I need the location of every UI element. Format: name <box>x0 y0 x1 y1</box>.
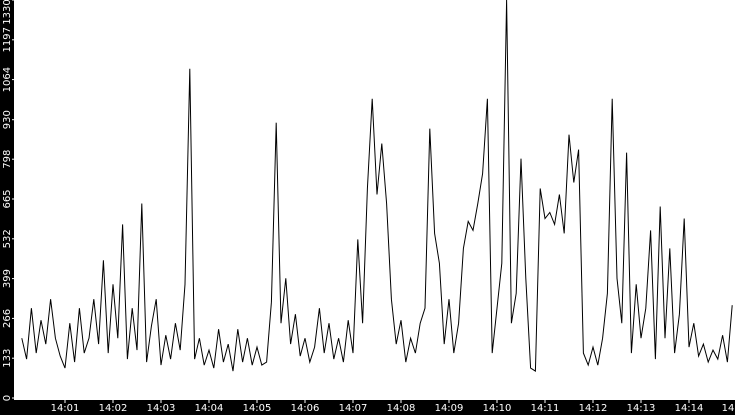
x-tick-label: 14:07 <box>339 403 368 414</box>
data-line <box>21 0 733 372</box>
x-tick-label: 14:11 <box>531 403 560 414</box>
y-tick-label: 532 <box>2 229 13 248</box>
y-axis-strip <box>0 0 14 415</box>
y-tick-label: 1197 <box>2 27 13 52</box>
y-tick-label: 1330 <box>2 0 13 25</box>
y-tick-label: 0 <box>2 395 13 401</box>
x-tick-label: 14:14 <box>675 403 704 414</box>
x-tick-label: 14:03 <box>147 403 176 414</box>
x-tick-label: 14:13 <box>627 403 656 414</box>
x-tick-label: 14:04 <box>195 403 224 414</box>
y-tick-label: 266 <box>2 309 13 328</box>
x-tick-label: 14:09 <box>435 403 464 414</box>
x-tick-label: 14:05 <box>243 403 272 414</box>
x-tick-label: 14:06 <box>291 403 320 414</box>
x-tick-label: 14:12 <box>579 403 608 414</box>
x-tick-label: 14:08 <box>387 403 416 414</box>
x-tick-label: 14:02 <box>99 403 128 414</box>
y-tick-label: 133 <box>2 349 13 368</box>
y-tick-label: 798 <box>2 150 13 169</box>
x-tick-label: 14:01 <box>51 403 80 414</box>
x-tick-label: 14 <box>722 403 735 414</box>
y-tick-label: 1064 <box>2 67 13 92</box>
x-axis-strip <box>0 400 735 415</box>
y-tick-label: 930 <box>2 110 13 129</box>
y-tick-label: 399 <box>2 269 13 288</box>
x-tick-label: 14:10 <box>483 403 512 414</box>
y-tick-label: 665 <box>2 189 13 208</box>
